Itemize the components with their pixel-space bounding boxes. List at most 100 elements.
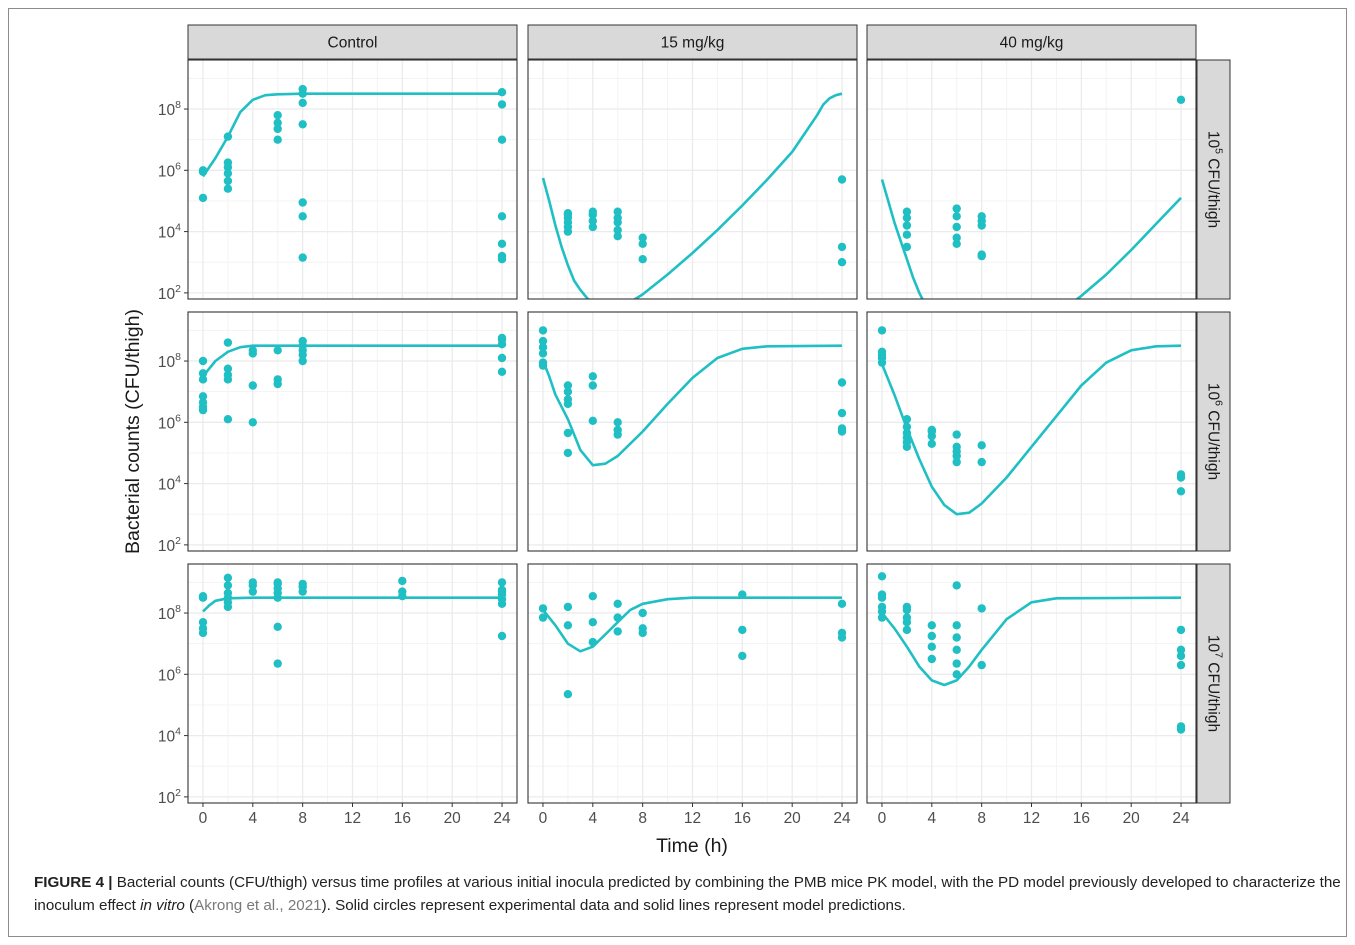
data-point — [837, 628, 847, 638]
data-point — [563, 387, 573, 396]
y-tick-exponent: 8 — [175, 603, 181, 615]
data-point — [977, 660, 986, 670]
data-point — [198, 166, 208, 175]
data-point — [198, 398, 208, 407]
data-point — [563, 602, 573, 612]
x-tick-label: 8 — [638, 810, 647, 827]
data-point — [298, 336, 307, 346]
data-point — [398, 587, 407, 596]
facet-panel-r1-c3 — [866, 59, 1197, 300]
data-point — [538, 336, 548, 346]
caption-citation-link[interactable]: Akrong et al., 2021 — [194, 897, 322, 914]
data-point — [223, 158, 233, 167]
data-point — [902, 207, 912, 216]
data-point — [273, 622, 282, 631]
data-point — [563, 395, 573, 404]
data-point — [837, 599, 847, 608]
row-strip-label: 105 CFU/thigh — [1205, 131, 1225, 228]
row-strip-exponent: 5 — [1213, 148, 1225, 154]
model-prediction-line — [880, 344, 1182, 516]
x-tick-label: 0 — [199, 810, 208, 827]
data-point — [398, 576, 407, 586]
data-point — [198, 356, 208, 366]
data-point — [298, 253, 307, 262]
row-strip-base: 10 — [1205, 131, 1222, 149]
data-point — [223, 415, 233, 424]
facet-panel-r2-c1 — [187, 311, 518, 552]
data-point — [1176, 651, 1186, 661]
figure-frame: Control 15 mg/kg 40 mg/kg 105 CFU/thigh 106 … — [8, 8, 1347, 937]
data-point — [952, 457, 961, 467]
data-point — [538, 349, 548, 358]
data-point — [497, 212, 507, 221]
data-point — [952, 621, 961, 630]
data-point — [538, 343, 548, 352]
data-point — [837, 258, 847, 267]
panel-border — [527, 311, 858, 552]
data-point — [902, 625, 912, 635]
y-tick-label: 106 — [158, 160, 181, 180]
data-point — [298, 579, 307, 589]
data-point — [902, 602, 912, 612]
y-tick-base: 10 — [158, 606, 176, 623]
y-tick-exponent: 4 — [175, 474, 181, 486]
data-point — [927, 439, 936, 448]
caption-italic: in vitro — [140, 897, 185, 914]
data-point — [638, 255, 647, 264]
data-point — [563, 621, 573, 630]
data-point — [273, 346, 282, 355]
data-point — [927, 425, 936, 435]
caption-label: FIGURE 4 | — [34, 874, 113, 891]
model-prediction-line — [541, 344, 843, 467]
data-point — [902, 242, 912, 252]
data-point — [902, 415, 912, 424]
data-point — [588, 222, 597, 232]
y-tick-label: 108 — [158, 351, 181, 371]
data-point — [588, 637, 597, 647]
data-point — [248, 381, 257, 390]
facet-panel-r2-c2 — [527, 311, 858, 552]
data-point — [538, 604, 548, 613]
data-point — [588, 372, 597, 381]
data-point — [638, 608, 647, 618]
data-point — [927, 642, 936, 651]
row-strip-base: 10 — [1205, 635, 1222, 653]
data-point — [902, 221, 912, 230]
y-tick-label: 106 — [158, 664, 181, 684]
y-tick-exponent: 4 — [175, 222, 181, 234]
data-point — [902, 213, 912, 222]
data-point — [877, 572, 887, 581]
data-point — [223, 581, 233, 590]
data-point — [497, 367, 507, 376]
model-prediction-line — [880, 179, 1182, 299]
panel-border — [866, 311, 1197, 552]
caption-text-1: Bacterial counts (CFU/thigh) versus time… — [34, 874, 1341, 914]
data-point — [248, 418, 257, 427]
row-strip — [1196, 59, 1231, 300]
data-point — [1176, 95, 1186, 105]
x-tick-label: 12 — [1023, 810, 1040, 827]
panel-border — [187, 311, 518, 552]
data-point — [952, 633, 961, 642]
data-point — [273, 659, 282, 668]
data-point — [497, 631, 507, 641]
y-tick-base: 10 — [158, 354, 176, 371]
data-point — [738, 590, 747, 599]
data-point — [927, 654, 936, 664]
data-point — [497, 88, 507, 97]
data-point — [563, 428, 573, 438]
row-strip-exponent: 6 — [1213, 400, 1225, 406]
y-tick-exponent: 2 — [175, 535, 181, 547]
data-point — [273, 578, 282, 587]
data-point — [588, 216, 597, 226]
column-strip — [866, 24, 1197, 60]
model-prediction-line — [541, 596, 842, 653]
column-strip — [187, 24, 518, 60]
y-tick-label: 102 — [158, 283, 181, 303]
data-point — [273, 135, 282, 144]
row-strip-label: 106 CFU/thigh — [1205, 383, 1225, 480]
data-point — [497, 251, 507, 261]
data-point — [538, 613, 548, 622]
data-point — [613, 627, 622, 636]
